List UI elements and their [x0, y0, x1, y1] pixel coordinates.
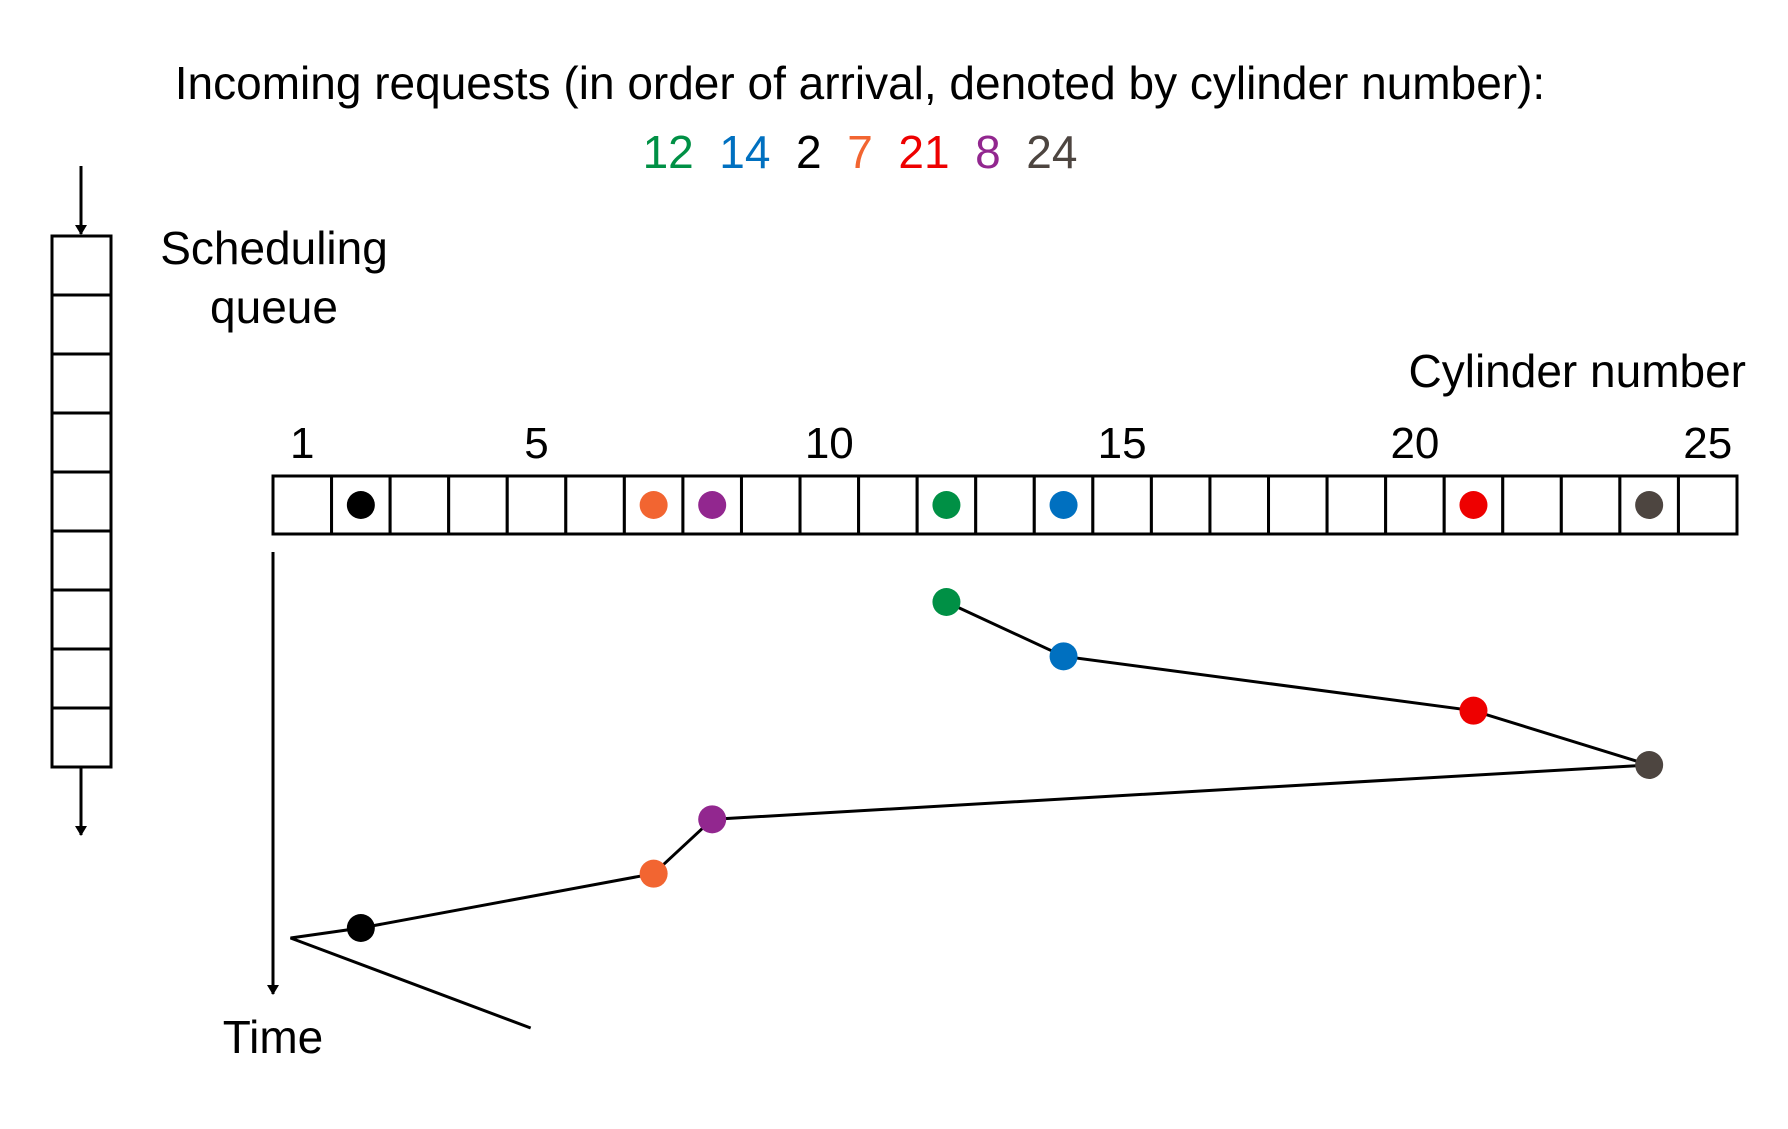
scheduling-queue	[50, 166, 113, 836]
path-dot-24	[1635, 751, 1664, 779]
request-number-8: 8	[950, 126, 1001, 178]
cylinder-cell	[1208, 474, 1271, 536]
cylinder-cell	[447, 474, 509, 536]
strip-dot-12	[932, 491, 961, 519]
strip-dot-7	[639, 491, 668, 519]
path-dot-2	[346, 914, 375, 942]
cylinder-cell	[1384, 474, 1446, 536]
cylinder-cell	[1091, 474, 1153, 536]
request-number-24: 24	[1001, 126, 1078, 178]
service-path	[290, 588, 1664, 1030]
request-number-7: 7	[822, 126, 873, 178]
queue-slot	[50, 352, 113, 415]
queue-slot	[50, 411, 113, 474]
cylinder-cell	[271, 474, 334, 536]
axis-label: Cylinder number	[1409, 345, 1746, 397]
queue-slot	[50, 588, 113, 651]
queue-slot	[50, 706, 113, 769]
strip-dot-8	[698, 491, 727, 519]
path-dot-8	[698, 805, 727, 834]
strip-dot-14	[1049, 491, 1078, 519]
cylinder-cell	[1325, 474, 1388, 536]
tick-label-25: 25	[1683, 419, 1732, 468]
cylinder-cell	[857, 474, 919, 536]
tick-label-10: 10	[805, 419, 854, 468]
request-number-21: 21	[873, 126, 950, 178]
cylinder-cell	[1267, 474, 1329, 536]
service-path-line	[290, 600, 1650, 1030]
queue-slot	[50, 293, 113, 356]
path-dot-7	[639, 859, 668, 888]
request-number-2: 2	[770, 126, 821, 178]
cylinder-cell	[798, 474, 861, 536]
queue-label-line2: queue	[210, 281, 338, 333]
cylinder-cell	[505, 474, 568, 536]
cylinder-cell	[739, 474, 802, 536]
cylinder-strip	[271, 474, 1739, 536]
tick-label-5: 5	[524, 419, 548, 468]
path-dot-14	[1049, 642, 1078, 671]
tick-label-15: 15	[1098, 419, 1147, 468]
strip-dot-2	[346, 491, 375, 519]
queue-slot	[50, 647, 113, 710]
queue-label-line1: Scheduling	[160, 222, 388, 274]
strip-dot-24	[1635, 491, 1664, 519]
cylinder-cell	[1501, 474, 1563, 536]
path-dot-12	[932, 588, 961, 616]
tick-labels: 1 5 10 15 20 25	[290, 419, 1732, 468]
queue-slot	[50, 470, 113, 533]
path-dot-21	[1459, 696, 1488, 725]
cylinder-cell	[1676, 474, 1739, 536]
request-number-12: 12	[643, 126, 694, 178]
request-number-14: 14	[694, 126, 771, 178]
cylinder-cell	[1559, 474, 1622, 536]
strip-dot-21	[1459, 491, 1488, 519]
request-list: 12 14 2 7 21 8 24	[643, 126, 1078, 178]
cylinder-cell	[388, 474, 451, 536]
tick-label-1: 1	[290, 419, 314, 468]
cylinder-cell	[1149, 474, 1212, 536]
time-label: Time	[223, 1011, 324, 1063]
cylinder-cell	[564, 474, 626, 536]
cylinder-cell	[974, 474, 1036, 536]
tick-label-20: 20	[1390, 419, 1439, 468]
queue-slot	[50, 234, 113, 297]
title: Incoming requests (in order of arrival, …	[175, 57, 1545, 109]
cylinder-request-dots	[346, 491, 1664, 519]
queue-slot	[50, 529, 113, 592]
